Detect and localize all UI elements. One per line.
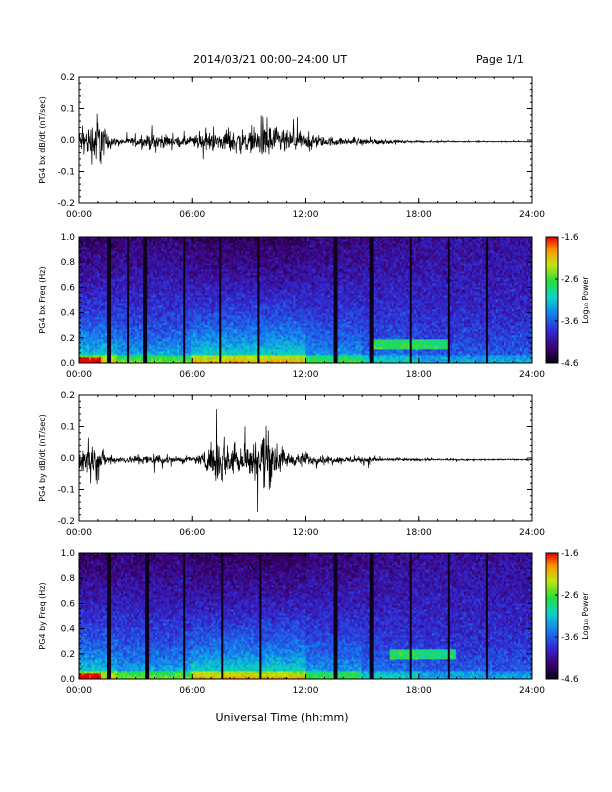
colorbar-title: Log₁₀ Power (581, 276, 590, 324)
y-tick-label: 0.2 (61, 334, 75, 344)
colorbar-tick-label: -2.6 (561, 275, 579, 285)
x-tick-label: 12:00 (293, 528, 319, 538)
x-tick-label: 06:00 (179, 686, 205, 696)
colorbar-tick-label: -4.6 (561, 675, 579, 685)
x-tick-label: 00:00 (66, 210, 92, 220)
spectrogram (79, 237, 533, 364)
series-line (79, 409, 532, 513)
y-tick-label: -0.1 (57, 168, 75, 178)
y-tick-label: 0.4 (61, 309, 76, 319)
y-axis-title: PG4 by Freq (Hz) (38, 582, 47, 649)
colorbar-frame (545, 236, 559, 364)
y-tick-label: 0.1 (61, 105, 75, 115)
x-tick-label: 24:00 (519, 370, 545, 380)
x-tick-label: 24:00 (519, 686, 545, 696)
x-tick-label: 18:00 (406, 210, 432, 220)
y-tick-label: 0.0 (61, 675, 76, 685)
y-tick-label: -0.2 (57, 199, 75, 209)
x-tick-label: 12:00 (293, 686, 319, 696)
colorbar-tick-label: -3.6 (561, 317, 579, 327)
y-tick-label: 0.2 (61, 391, 75, 401)
colorbar-tick-label: -1.6 (561, 233, 579, 243)
y-tick-label: 0.4 (61, 625, 76, 635)
colorbar (546, 237, 558, 364)
x-tick-label: 06:00 (179, 528, 205, 538)
colorbar-tick-label: -1.6 (561, 549, 579, 559)
x-tick-label: 06:00 (179, 210, 205, 220)
y-tick-label: 0.1 (61, 423, 75, 433)
x-tick-label: 24:00 (519, 210, 545, 220)
colorbar-tick-label: -3.6 (561, 633, 579, 643)
y-tick-label: 0.6 (61, 599, 76, 609)
page-number: Page 1/1 (476, 53, 524, 66)
y-tick-label: -0.2 (57, 517, 75, 527)
spectrogram (79, 553, 533, 680)
x-tick-label: 00:00 (66, 528, 92, 538)
y-tick-label: 0.6 (61, 283, 76, 293)
y-tick-label: 0.2 (61, 650, 75, 660)
x-tick-label: 00:00 (66, 370, 92, 380)
x-tick-label: 06:00 (179, 370, 205, 380)
series-line (79, 113, 532, 165)
x-tick-label: 18:00 (406, 528, 432, 538)
y-tick-label: 1.0 (61, 549, 76, 559)
y-axis-title: PG4 bx dB/dt (nT/sec) (38, 96, 47, 183)
colorbar-frame (545, 552, 559, 680)
colorbar-title: Log₁₀ Power (581, 592, 590, 640)
colorbar-tick-label: -2.6 (561, 591, 579, 601)
x-tick-label: 24:00 (519, 528, 545, 538)
x-tick-label: 12:00 (293, 210, 319, 220)
y-tick-label: 1.0 (61, 233, 76, 243)
y-tick-label: 0.0 (61, 454, 76, 464)
y-tick-label: 0.2 (61, 73, 75, 83)
colorbar (546, 553, 558, 680)
page-title: 2014/03/21 00:00–24:00 UT (193, 53, 347, 66)
x-tick-label: 18:00 (406, 686, 432, 696)
y-tick-label: 0.0 (61, 359, 76, 369)
y-tick-label: 0.8 (61, 258, 76, 268)
x-tick-label: 18:00 (406, 370, 432, 380)
y-tick-label: 0.8 (61, 574, 76, 584)
y-axis-title: PG4 bx Freq (Hz) (38, 266, 47, 333)
x-tick-label: 00:00 (66, 686, 92, 696)
y-tick-label: 0.0 (61, 136, 76, 146)
x-tick-label: 12:00 (293, 370, 319, 380)
x-axis-title: Universal Time (hh:mm) (216, 711, 349, 724)
y-tick-label: -0.1 (57, 486, 75, 496)
colorbar-tick-label: -4.6 (561, 359, 579, 369)
y-axis-title: PG4 by dB/dt (nT/sec) (38, 414, 47, 501)
